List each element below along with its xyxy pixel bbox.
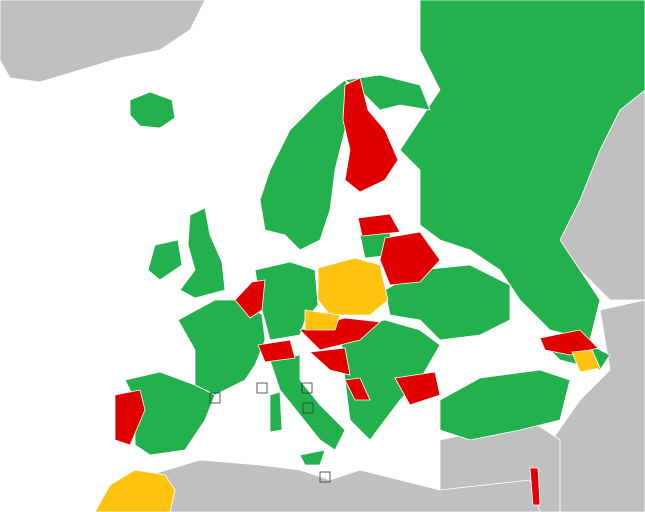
malta-inset (319, 471, 331, 483)
israel (529, 467, 541, 506)
san-marino-inset (301, 382, 313, 394)
vatican-inset (302, 402, 314, 414)
morocco (94, 469, 176, 512)
ukraine (384, 264, 511, 341)
poland (317, 257, 389, 316)
finland (342, 77, 399, 193)
microstate-insets (209, 382, 331, 483)
monaco-inset (256, 382, 268, 394)
sardinia-corsica (269, 391, 283, 433)
greenland (0, 0, 206, 83)
russia (399, 0, 645, 341)
uk (179, 207, 226, 299)
balkans (339, 319, 441, 441)
czech-slovakia-area (304, 309, 341, 331)
yellow-countries (94, 257, 601, 512)
latvia (357, 213, 401, 237)
north-africa (149, 459, 541, 512)
switzerland (257, 339, 296, 363)
armenia (571, 349, 601, 373)
turkey (439, 369, 571, 441)
netherlands-belgium (234, 279, 266, 319)
andorra-inset (209, 392, 221, 404)
belarus (379, 231, 441, 286)
northern-norway (343, 74, 431, 111)
italy (269, 354, 346, 451)
bulgaria (394, 371, 441, 406)
croatia (309, 347, 351, 376)
ireland (147, 239, 183, 281)
sicily (299, 449, 326, 466)
red-countries (114, 77, 599, 506)
serbia-area (344, 377, 371, 401)
norway-sweden (259, 79, 356, 251)
portugal (114, 389, 146, 446)
green-countries (124, 0, 645, 466)
iceland (129, 91, 176, 129)
